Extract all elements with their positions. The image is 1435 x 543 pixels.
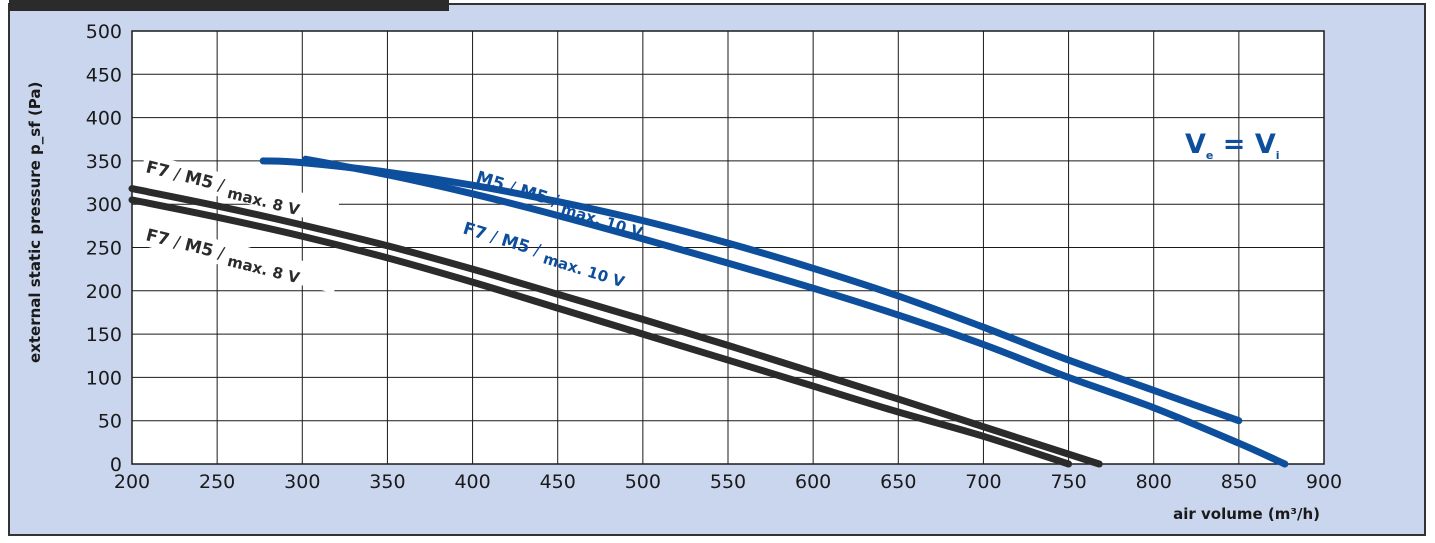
- velocity-annotation: Ve = Vi: [1185, 129, 1280, 162]
- y-tick-label: 200: [86, 281, 122, 303]
- x-tick-labels: 200 250 300 350 400 450 500 550 600 650 700 750 800 8…: [114, 471, 1342, 493]
- x-tick-label: 750: [1050, 471, 1086, 493]
- x-tick-label: 600: [795, 471, 831, 493]
- x-tick-label: 450: [540, 471, 576, 493]
- curve-label-part: /: [483, 226, 505, 250]
- header-tab: [9, 0, 449, 11]
- curve-label-part: /: [167, 231, 188, 254]
- curve-label-bg: [139, 221, 340, 294]
- x-tick-label: 550: [710, 471, 746, 493]
- series-line-4: [128, 196, 1073, 468]
- y-tick-label: 50: [98, 411, 122, 433]
- x-tick-label: 300: [284, 471, 320, 493]
- y-tick-labels: 0 50 100 150 200 250 300 350 400 450 500: [86, 21, 122, 476]
- x-tick-label: 650: [880, 471, 916, 493]
- annotation-v-i: V: [1255, 129, 1276, 160]
- y-tick-label: 100: [86, 367, 122, 389]
- x-tick-label: 700: [965, 471, 1001, 493]
- x-tick-label: 350: [369, 471, 405, 493]
- curve-label-part: /: [210, 174, 231, 197]
- annotation-equals: =: [1213, 129, 1254, 160]
- y-axis-label: external static pressure p_sf (Pa): [26, 82, 44, 363]
- annotation-sub-e: e: [1206, 149, 1213, 162]
- curve-label-bg: [139, 153, 340, 226]
- x-tick-label: 900: [1306, 471, 1342, 493]
- curve-label-part: /: [167, 163, 188, 186]
- x-tick-label: 800: [1136, 471, 1172, 493]
- y-tick-label: 150: [86, 324, 122, 346]
- y-tick-label: 500: [86, 21, 122, 43]
- y-tick-label: 450: [86, 64, 122, 86]
- curve-label-part: /: [501, 176, 523, 200]
- series-line-3: [128, 185, 1103, 468]
- x-axis-label: air volume (m³/h): [1173, 505, 1320, 523]
- curve-label-part: /: [544, 189, 566, 213]
- curve-label-part: /: [210, 242, 231, 265]
- series-line-2: [302, 155, 1289, 468]
- x-tick-label: 500: [625, 471, 661, 493]
- x-tick-label: 250: [199, 471, 235, 493]
- curve-label-part: /: [526, 239, 548, 263]
- curves: [128, 155, 1289, 468]
- x-tick-label: 400: [454, 471, 490, 493]
- y-tick-label: 350: [86, 151, 122, 173]
- annotation-v-e: V: [1185, 129, 1206, 160]
- y-tick-label: 250: [86, 238, 122, 260]
- annotation-sub-i: i: [1276, 149, 1280, 162]
- x-tick-label: 200: [114, 471, 150, 493]
- x-tick-label: 850: [1221, 471, 1257, 493]
- y-tick-label: 400: [86, 108, 122, 130]
- y-tick-label: 0: [110, 454, 122, 476]
- y-tick-label: 300: [86, 194, 122, 216]
